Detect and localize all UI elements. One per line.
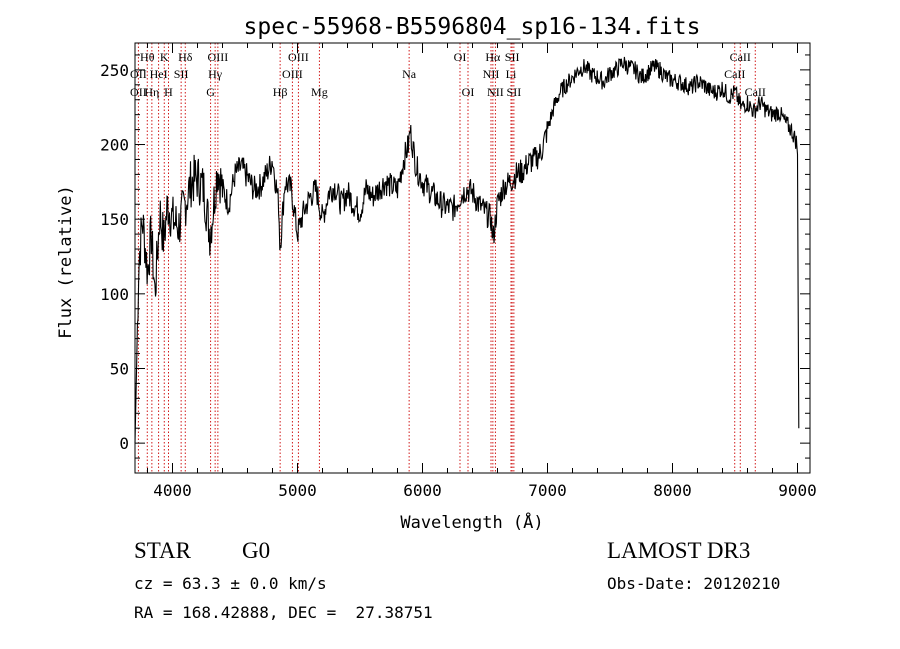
line-label-middle: SII (174, 67, 189, 81)
line-label-lower: Hβ (273, 85, 288, 99)
line-label-lower: OII (130, 85, 147, 99)
line-label-upper: SII (505, 50, 520, 64)
x-tick-label: 7000 (528, 481, 567, 500)
line-label-lower: NII (487, 85, 504, 99)
x-tick-label: 5000 (278, 481, 317, 500)
line-label-middle: OII (130, 67, 147, 81)
line-label-lower: CaII (745, 85, 766, 99)
survey-name: LAMOST DR3 (607, 538, 751, 563)
y-tick-label: 100 (100, 285, 129, 304)
line-label-middle: OIII (282, 67, 303, 81)
x-tick-label: 9000 (778, 481, 817, 500)
line-label-lower: OI (462, 85, 475, 99)
line-label-upper: OIII (288, 50, 309, 64)
x-axis: 4000 5000 6000 7000 8000 9000 (147, 43, 817, 500)
line-label-middle: Hγ (208, 67, 223, 81)
line-label-middle: NII (483, 67, 500, 81)
line-label-upper: OI (454, 50, 467, 64)
chart-title: spec-55968-B5596804_sp16-134.fits (244, 14, 701, 40)
line-label-upper: Hθ (140, 50, 155, 64)
spectrum-series-line (134, 56, 800, 444)
line-label-upper: Hδ (178, 50, 193, 64)
y-tick-label: 200 (100, 136, 129, 155)
spectral-subclass: G0 (242, 538, 271, 563)
y-axis: 0 50 100 150 200 250 (100, 54, 810, 459)
x-axis-label: Wavelength (Å) (400, 511, 543, 533)
line-label-lower: Mg (311, 85, 328, 99)
line-label-lower: SII (507, 85, 522, 99)
line-label-upper: CaII (730, 50, 751, 64)
line-label-upper: OIII (208, 50, 229, 64)
line-label-upper: K (160, 50, 169, 64)
y-axis-label: Flux (relative) (56, 185, 76, 339)
x-tick-label: 8000 (653, 481, 692, 500)
y-tick-label: 250 (100, 61, 129, 80)
coordinates: RA = 168.42888, DEC = 27.38751 (134, 603, 433, 622)
spectral-line-labels: Hθ K Hδ OIII OIII OI Hα SII CaII OII HeI SII Hγ OIII N… (130, 50, 766, 99)
line-label-middle: HeI (150, 67, 168, 81)
line-label-middle: CaII (724, 67, 745, 81)
object-type: STAR (134, 538, 191, 563)
spectral-line-markers (137, 43, 756, 473)
y-tick-label: 0 (119, 434, 129, 453)
observation-date: Obs-Date: 20120210 (607, 574, 781, 593)
y-tick-label: 150 (100, 210, 129, 229)
redshift-velocity: cz = 63.3 ± 0.0 km/s (134, 574, 327, 593)
x-tick-label: 6000 (403, 481, 442, 500)
line-label-lower: G (206, 85, 215, 99)
plot-frame (134, 42, 811, 474)
y-tick-label: 50 (110, 359, 129, 378)
line-label-upper: Hα (485, 50, 501, 64)
line-label-middle: Na (402, 67, 417, 81)
line-label-lower: H (164, 85, 173, 99)
line-label-middle: Li (506, 67, 517, 81)
line-label-lower: Hη (144, 85, 159, 99)
x-tick-label: 4000 (153, 481, 192, 500)
